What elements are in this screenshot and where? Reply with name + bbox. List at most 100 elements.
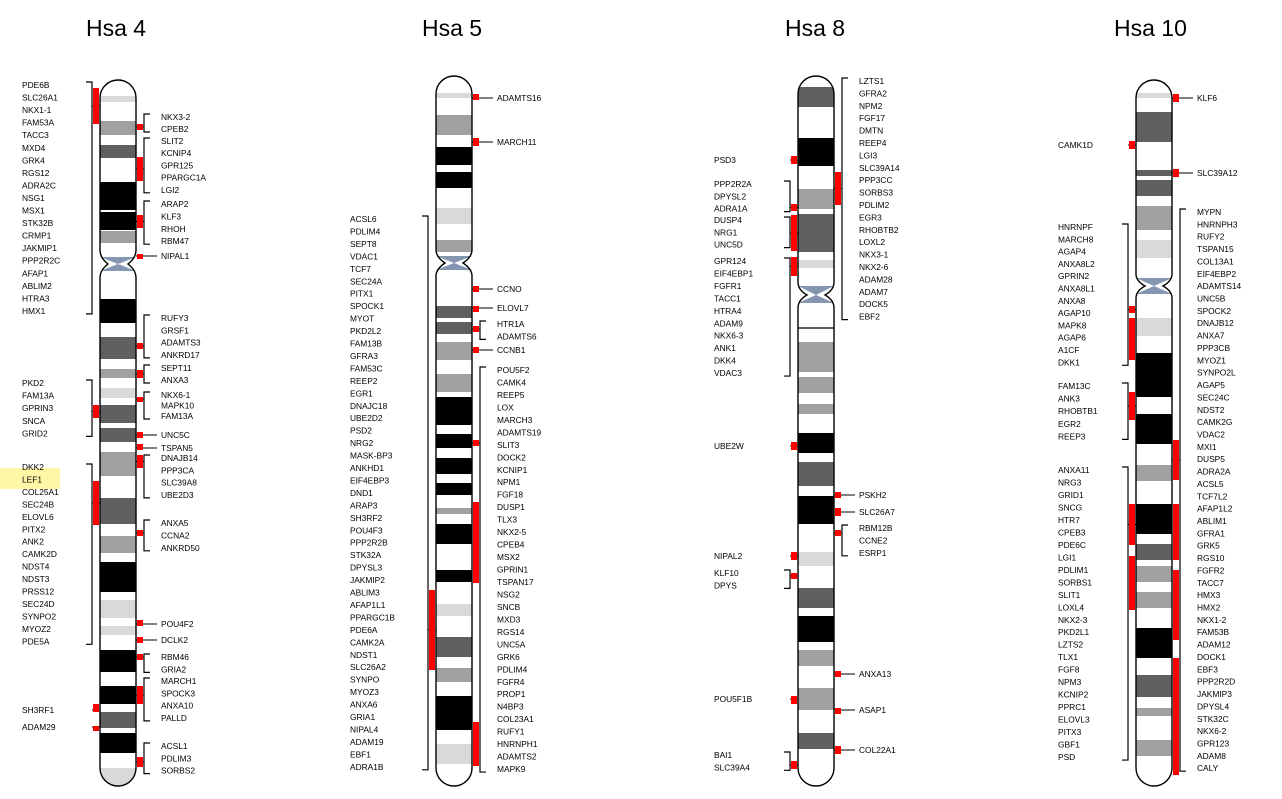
locus-marker xyxy=(791,761,797,769)
locus-marker xyxy=(137,370,143,378)
gene-label: GRID2 xyxy=(22,428,48,438)
gene-label: HNRNPF xyxy=(1058,222,1093,232)
locus-marker xyxy=(835,492,841,498)
gene-label: COL25A1 xyxy=(22,487,59,497)
gene-annotations: PDE6B SLC26A1 NKX1-1 FAM53A TACC3 MXD4 GRK4 RGS… xyxy=(22,76,1242,776)
gene-group-bracket xyxy=(479,366,486,773)
gene-label: LOX xyxy=(497,402,514,412)
gene-label: NKX2-6 xyxy=(859,262,889,272)
gene-label: NKX6-3 xyxy=(714,331,744,341)
gene-label: ADAM7 xyxy=(859,287,888,297)
gene-label: ADAM28 xyxy=(859,274,893,284)
gene-label: SLC39A14 xyxy=(859,163,900,173)
gene-label: CALY xyxy=(1197,763,1219,773)
gene-group-bracket xyxy=(86,81,93,315)
gene-label: ANXA5 xyxy=(161,518,189,528)
gene-label: ADAMTS19 xyxy=(497,427,542,437)
gene-label: TLX1 xyxy=(1058,652,1078,662)
gene-label: FAM13C xyxy=(1058,381,1091,391)
gene-label: FAM13A xyxy=(22,391,55,401)
gene-label: EBF2 xyxy=(859,312,880,322)
gene-group-bracket xyxy=(143,519,150,552)
gene-label: SEPT11 xyxy=(161,363,192,373)
gene-label: NKX6-2 xyxy=(1197,726,1227,736)
gene-label: FGF18 xyxy=(497,490,523,500)
gene-group-bracket xyxy=(784,180,791,213)
gene-label: LOXL2 xyxy=(859,237,885,247)
locus-marker xyxy=(1129,318,1135,360)
gene-label: KCNIP2 xyxy=(1058,690,1089,700)
gene-label: PDLIM2 xyxy=(859,200,890,210)
locus-marker xyxy=(93,481,99,525)
gene-label: ELOVL6 xyxy=(22,512,54,522)
gene-label: ANXA10 xyxy=(161,701,193,711)
gene-label: ANK3 xyxy=(1058,394,1080,404)
chromosome-title-hsa8: Hsa 8 xyxy=(785,15,845,41)
gene-label: POU4F3 xyxy=(350,525,383,535)
gene-label: RBM47 xyxy=(161,236,189,246)
gene-label: CPEB3 xyxy=(1058,527,1086,537)
locus-marker xyxy=(473,502,479,583)
gene-group-bracket xyxy=(143,454,150,499)
locus-marker xyxy=(473,138,479,146)
locus-marker xyxy=(473,347,479,353)
gene-label: GRK5 xyxy=(1197,541,1220,551)
gene-label: KCNIP1 xyxy=(497,465,528,475)
gene-label: DOCK1 xyxy=(1197,652,1226,662)
gene-label: MSX2 xyxy=(497,552,520,562)
gene-label: SLIT1 xyxy=(1058,590,1081,600)
gene-label: REEP5 xyxy=(497,390,525,400)
locus-marker xyxy=(137,432,143,438)
gene-label: PPRC1 xyxy=(1058,702,1086,712)
gene-label: PPARGC1A xyxy=(161,173,206,183)
locus-marker xyxy=(473,306,479,312)
gene-label: MSX1 xyxy=(22,206,45,216)
gene-label: UNC5C xyxy=(161,430,190,440)
gene-label: DPYSL3 xyxy=(350,563,382,573)
gene-label: LGI3 xyxy=(859,150,877,160)
gene-label: NSG2 xyxy=(497,589,520,599)
gene-label: PPP2R2C xyxy=(22,256,60,266)
gene-label: EGR3 xyxy=(859,212,882,222)
locus-marker xyxy=(1173,658,1179,775)
gene-label: SLIT3 xyxy=(497,440,520,450)
gene-label: MAPK9 xyxy=(497,764,526,774)
gene-label: CAMK4 xyxy=(497,377,526,387)
gene-label: VDAC2 xyxy=(1197,429,1225,439)
gene-label: AFAP1L1 xyxy=(350,600,386,610)
locus-marker xyxy=(137,757,143,767)
locus-marker xyxy=(473,440,479,446)
gene-label: ANKRD17 xyxy=(161,350,200,360)
gene-label: FAM53A xyxy=(22,118,55,128)
locus-marker xyxy=(1173,570,1179,640)
gene-label: COL13A1 xyxy=(1197,256,1234,266)
gene-label: TCF7L2 xyxy=(1197,491,1228,501)
gene-label: DPYSL2 xyxy=(714,191,746,201)
locus-marker xyxy=(791,257,797,276)
gene-label: RHOH xyxy=(161,224,186,234)
gene-label: CAMK1D xyxy=(1058,140,1093,150)
gene-label: SH3RF2 xyxy=(350,513,382,523)
gene-label: ELOVL3 xyxy=(1058,715,1090,725)
gene-label: VDAC3 xyxy=(714,368,742,378)
gene-label: FGFR1 xyxy=(714,281,742,291)
locus-marker xyxy=(791,573,797,579)
chromosome-title-hsa10: Hsa 10 xyxy=(1114,15,1187,41)
gene-label: COL23A1 xyxy=(497,714,534,724)
gene-label: RUFY1 xyxy=(497,727,525,737)
locus-marker xyxy=(835,508,841,516)
locus-marker xyxy=(93,405,99,418)
locus-marker xyxy=(473,94,479,100)
gene-label: LZTS2 xyxy=(1058,640,1083,650)
gene-label: SLC39A12 xyxy=(1197,168,1238,178)
gene-label: ANK2 xyxy=(22,537,44,547)
gene-label: EBF3 xyxy=(1197,664,1218,674)
gene-group-bracket xyxy=(86,463,93,645)
locus-marker xyxy=(137,654,143,660)
gene-label: DCLK2 xyxy=(161,635,188,645)
gene-label: NKX1-2 xyxy=(1197,615,1227,625)
gene-label: SPOCK1 xyxy=(350,301,384,311)
gene-label: GRSF1 xyxy=(161,325,189,335)
locus-marker xyxy=(137,637,143,643)
gene-label: STK32A xyxy=(350,550,382,560)
